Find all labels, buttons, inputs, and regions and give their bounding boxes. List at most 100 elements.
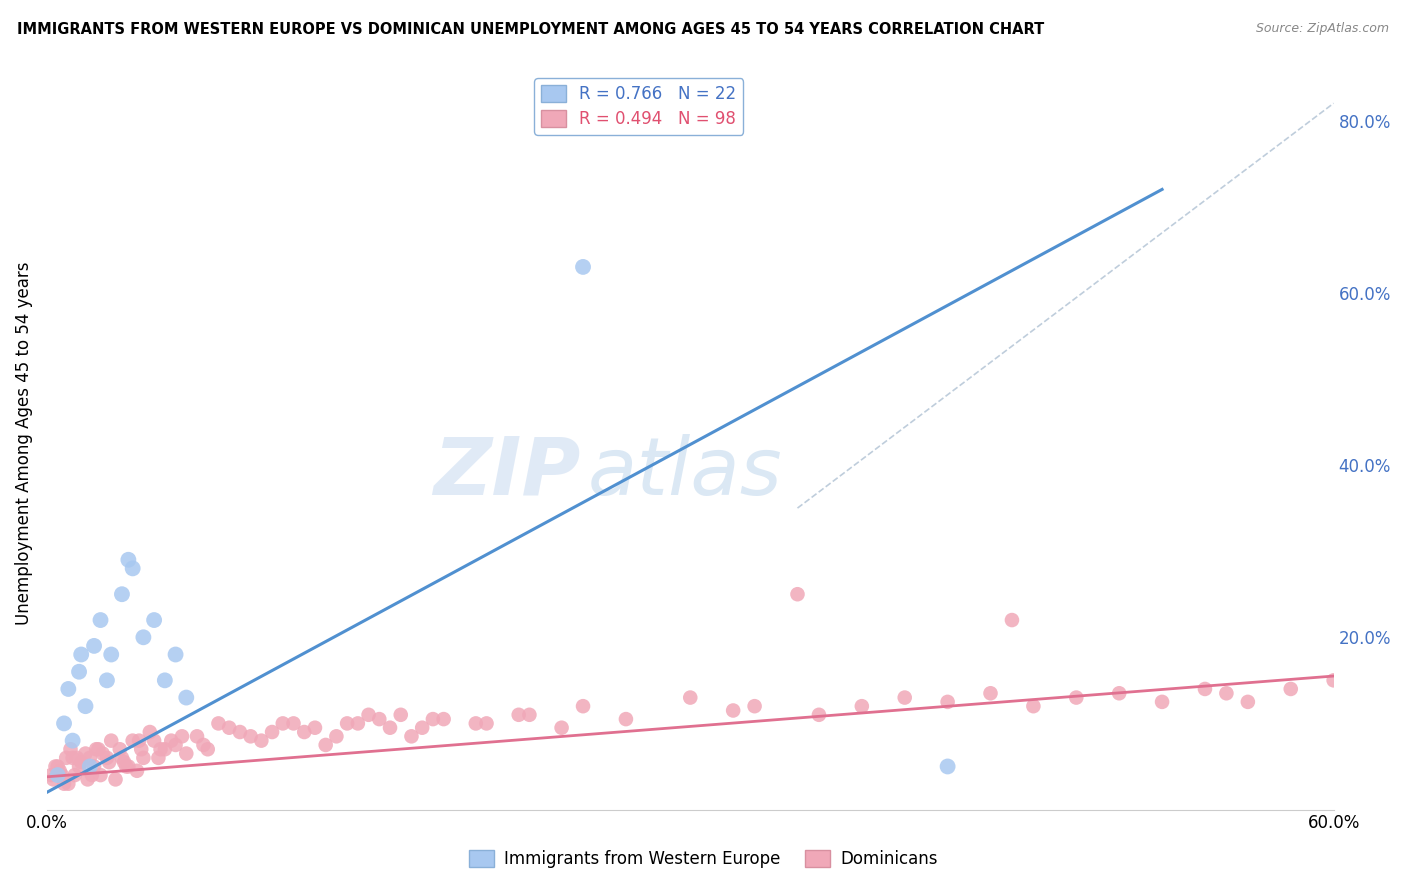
Text: IMMIGRANTS FROM WESTERN EUROPE VS DOMINICAN UNEMPLOYMENT AMONG AGES 45 TO 54 YEA: IMMIGRANTS FROM WESTERN EUROPE VS DOMINI… [17, 22, 1045, 37]
Point [153, 742, 176, 756]
Point [165, 648, 187, 662]
Point [378, 721, 401, 735]
Point [91, 747, 114, 761]
Point [160, 733, 183, 747]
Point [519, 707, 541, 722]
Point [1194, 681, 1216, 696]
Point [508, 707, 530, 722]
Point [170, 729, 193, 743]
Point [218, 721, 240, 735]
Point [46, 768, 69, 782]
Point [262, 725, 284, 739]
Point [89, 613, 111, 627]
Point [1237, 695, 1260, 709]
Point [936, 695, 959, 709]
Point [108, 742, 131, 756]
Point [59, 742, 82, 756]
Point [1215, 686, 1237, 700]
Point [117, 553, 139, 567]
Point [614, 712, 637, 726]
Point [679, 690, 702, 705]
Point [174, 747, 197, 761]
Point [411, 721, 433, 735]
Point [475, 716, 498, 731]
Point [104, 772, 127, 787]
Point [143, 613, 166, 627]
Point [193, 738, 215, 752]
Point [357, 707, 380, 722]
Point [121, 733, 143, 747]
Point [76, 772, 98, 787]
Point [893, 690, 915, 705]
Text: atlas: atlas [588, 434, 782, 512]
Point [149, 742, 172, 756]
Point [44, 759, 66, 773]
Point [143, 733, 166, 747]
Point [70, 755, 93, 769]
Point [1022, 699, 1045, 714]
Point [58, 681, 80, 696]
Point [75, 747, 97, 761]
Point [58, 777, 80, 791]
Point [84, 742, 107, 756]
Point [80, 768, 103, 782]
Point [292, 725, 315, 739]
Point [283, 716, 305, 731]
Point [936, 759, 959, 773]
Point [304, 721, 326, 735]
Point [368, 712, 391, 726]
Point [197, 742, 219, 756]
Point [79, 751, 101, 765]
Point [83, 759, 105, 773]
Legend: R = 0.766   N = 22, R = 0.494   N = 98: R = 0.766 N = 22, R = 0.494 N = 98 [534, 78, 744, 135]
Point [315, 738, 337, 752]
Point [1279, 681, 1302, 696]
Point [271, 716, 294, 731]
Point [100, 733, 122, 747]
Point [98, 755, 121, 769]
Point [70, 648, 93, 662]
Point [75, 699, 97, 714]
Point [66, 751, 89, 765]
Point [979, 686, 1001, 700]
Point [67, 665, 90, 679]
Point [132, 751, 155, 765]
Point [62, 733, 84, 747]
Point [325, 729, 347, 743]
Point [53, 777, 76, 791]
Point [207, 716, 229, 731]
Point [433, 712, 456, 726]
Point [128, 733, 150, 747]
Point [174, 690, 197, 705]
Point [464, 716, 486, 731]
Point [111, 587, 134, 601]
Point [807, 707, 830, 722]
Point [63, 768, 86, 782]
Point [572, 699, 595, 714]
Y-axis label: Unemployment Among Ages 45 to 54 years: Unemployment Among Ages 45 to 54 years [15, 261, 32, 625]
Point [347, 716, 370, 731]
Point [83, 639, 105, 653]
Point [786, 587, 808, 601]
Point [250, 733, 273, 747]
Point [51, 768, 73, 782]
Point [117, 759, 139, 773]
Point [49, 764, 72, 778]
Point [401, 729, 423, 743]
Point [389, 707, 412, 722]
Point [96, 751, 118, 765]
Point [111, 751, 134, 765]
Point [96, 673, 118, 688]
Point [186, 729, 208, 743]
Point [851, 699, 873, 714]
Point [53, 716, 76, 731]
Point [112, 755, 135, 769]
Point [550, 721, 572, 735]
Point [721, 704, 744, 718]
Point [229, 725, 252, 739]
Point [1064, 690, 1087, 705]
Text: Source: ZipAtlas.com: Source: ZipAtlas.com [1256, 22, 1389, 36]
Point [1108, 686, 1130, 700]
Point [125, 764, 148, 778]
Point [62, 751, 84, 765]
